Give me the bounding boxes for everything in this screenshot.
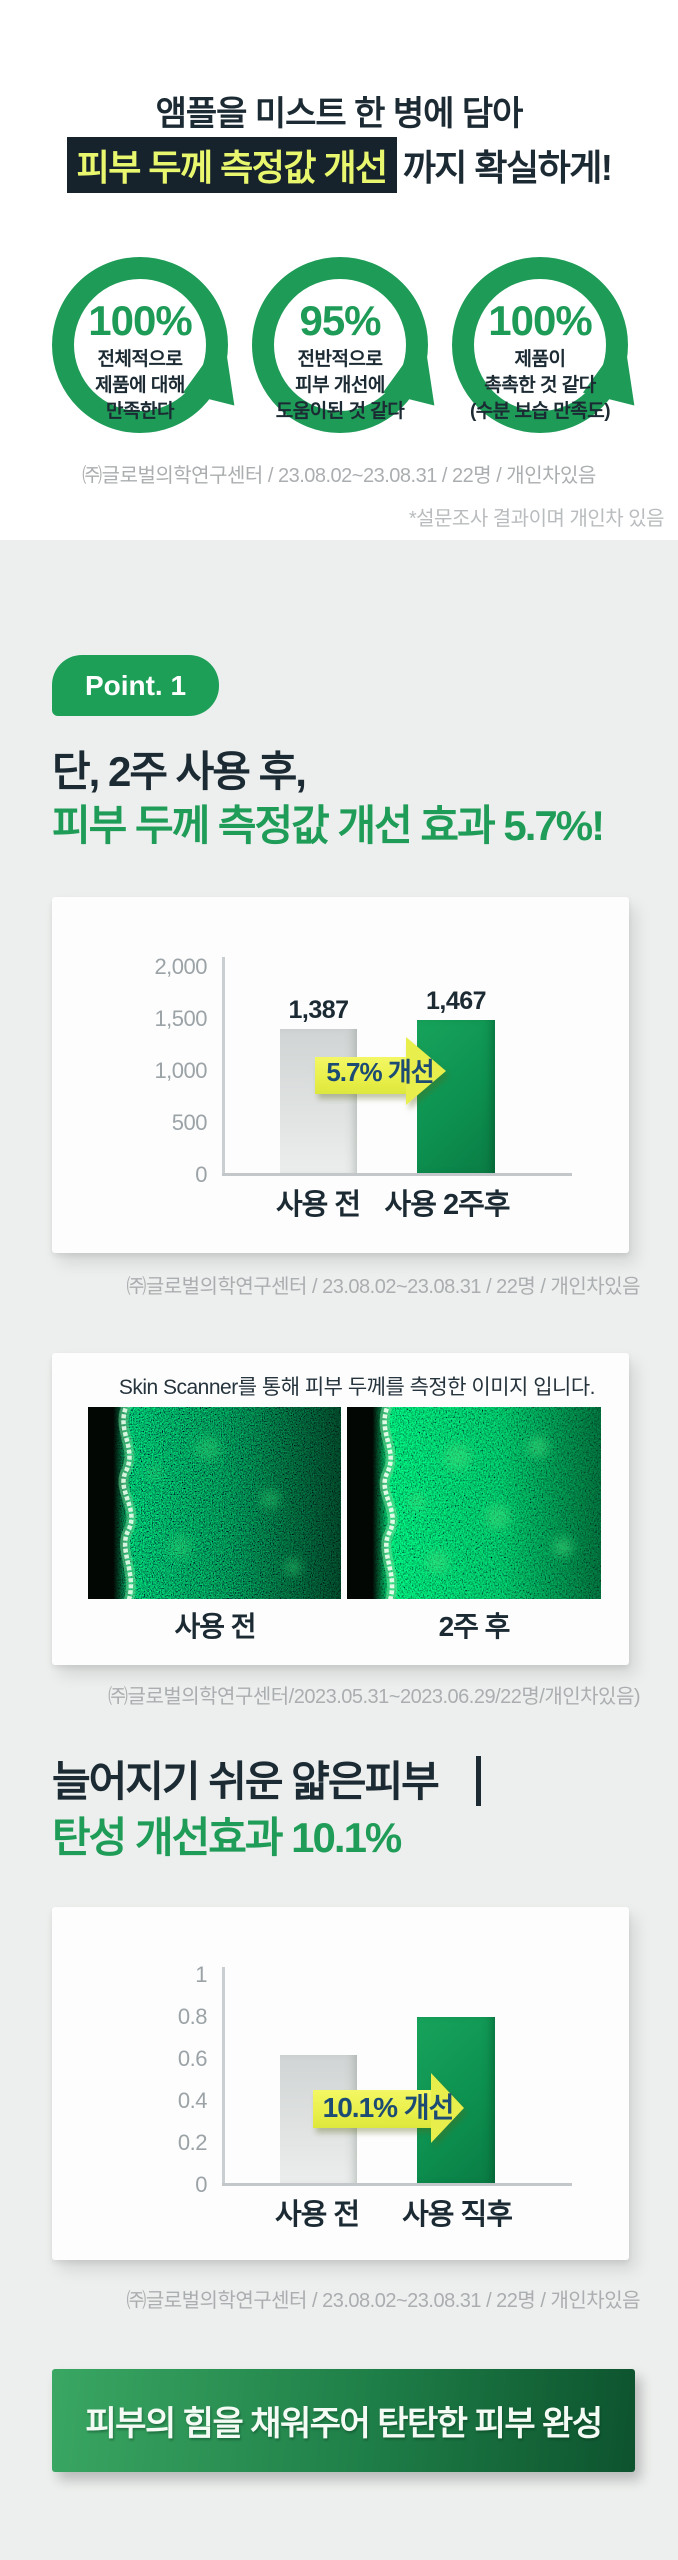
highlight-text: 피부 두께 측정값 개선: [76, 147, 389, 188]
elasticity-headline-dark: 늘어지기 쉬운 얇은피부: [52, 1758, 440, 1805]
badge-desc-line: 전체적으로: [97, 349, 183, 370]
scanner-source-caption: ㈜글로벌의학연구센터/2023.05.31~2023.06.29/22명/개인차…: [108, 1686, 640, 1708]
y-tick: 0.2: [177, 2130, 208, 2155]
y-tick: 2,000: [154, 954, 207, 979]
badge-desc-line: 제품이: [514, 349, 566, 370]
caret-line: [476, 1756, 481, 1806]
x-label-after: 사용 직후: [402, 2199, 513, 2231]
point1-headline-green: 피부 두께 측정값 개선 효과 5.7%!: [52, 802, 605, 849]
point1-badge: Point. 1: [52, 655, 219, 716]
badge-desc-line: 도움이된 것 같다: [275, 401, 405, 422]
bar-before: [280, 1029, 357, 1173]
improvement-label: 5.7% 개선: [326, 1056, 434, 1087]
x-label-before: 사용 전: [274, 2199, 360, 2231]
footer-banner: 피부의 힘을 채워주어 탄탄한 피부 완성: [52, 2369, 635, 2472]
arrow-head-icon: [431, 2073, 464, 2143]
scanner-note: Skin Scanner를 통해 피부 두께를 측정한 이미지 입니다.: [118, 1376, 596, 1399]
y-tick: 1: [195, 1962, 207, 1987]
arrow-body: [315, 1057, 406, 1094]
y-tick: 0.6: [177, 2046, 208, 2071]
badge-description: 제품이 촉촉한 것 같다 (수분 보습 만족도): [440, 347, 640, 425]
arrow-head-icon: [406, 1037, 446, 1105]
scan-before-label: 사용 전: [174, 1611, 256, 1642]
y-tick: 0: [195, 1162, 207, 1187]
improvement-arrow: 10.1% 개선: [313, 2073, 464, 2143]
elasticity-chart-card: 1 0.8 0.6 0.4 0.2 0 10.1% 개선 사용 전 사용 직후: [52, 1907, 629, 2260]
y-tick: 1,500: [154, 1006, 207, 1031]
y-tick: 0.8: [177, 2004, 208, 2029]
bar-value-label: 1,387: [288, 996, 349, 1024]
x-label-before: 사용 전: [275, 1189, 361, 1221]
badge-description: 전반적으로 피부 개선에 도움이된 것 같다: [240, 347, 440, 425]
badge-desc-line: 전반적으로: [297, 349, 383, 370]
hero-title-line2: 피부 두께 측정값 개선 까지 확실하게!: [0, 137, 678, 193]
badge-percent: 100%: [88, 297, 192, 344]
badge-description: 전체적으로 제품에 대해 만족한다: [40, 347, 240, 425]
thickness-bar-chart: 2,000 1,500 1,000 500 0 1,387 1,467 5.7%…: [52, 897, 629, 1253]
bar-value-label: 1,467: [425, 987, 487, 1015]
y-tick: 500: [171, 1110, 208, 1135]
survey-badge-3: 100% 제품이 촉촉한 것 같다 (수분 보습 만족도): [452, 257, 651, 433]
survey-badge-1: 100% 전체적으로 제품에 대해 만족한다: [52, 257, 251, 433]
highlight-box: 피부 두께 측정값 개선: [66, 137, 397, 193]
hero-title-line1: 앰플을 미스트 한 병에 담아: [155, 95, 524, 133]
chart2-source-caption: ㈜글로벌의학연구센터 / 23.08.02~23.08.31 / 22명 / 개…: [126, 2290, 640, 2312]
y-tick: 1,000: [154, 1058, 207, 1083]
hero-source-caption: ㈜글로벌의학연구센터 / 23.08.02~23.08.31 / 22명 / 개…: [82, 465, 596, 487]
x-axis-line: [222, 2183, 572, 2186]
badge-desc-line: (수분 보습 만족도): [469, 401, 611, 422]
skin-scan-before-image: [88, 1407, 341, 1599]
y-axis-line: [222, 957, 225, 1175]
y-tick: 0.4: [177, 2088, 208, 2113]
x-axis-line: [222, 1173, 572, 1176]
survey-badge-2: 95% 전반적으로 피부 개선에 도움이된 것 같다: [252, 257, 451, 433]
improvement-arrow: 5.7% 개선: [315, 1037, 446, 1105]
badge-percent: 100%: [488, 297, 592, 344]
x-label-after: 사용 2주후: [384, 1189, 511, 1221]
footer-banner-text: 피부의 힘을 채워주어 탄탄한 피부 완성: [85, 2405, 603, 2443]
scan-after-label: 2주 후: [438, 1611, 511, 1642]
badge-percent: 95%: [299, 297, 381, 344]
arrow-body: [313, 2090, 431, 2128]
badge-desc-line: 만족한다: [106, 401, 174, 422]
badge-desc-line: 피부 개선에: [295, 375, 385, 396]
y-axis-line: [222, 1967, 225, 2185]
point1-headline-dark: 단, 2주 사용 후,: [52, 748, 307, 795]
bar-group-before: 1,387: [280, 996, 357, 1173]
survey-disclaimer: *설문조사 결과이며 개인차 있음: [408, 508, 665, 530]
elasticity-bar-chart: 1 0.8 0.6 0.4 0.2 0 10.1% 개선 사용 전 사용 직후: [52, 1907, 629, 2260]
skin-scanner-card: Skin Scanner를 통해 피부 두께를 측정한 이미지 입니다.: [52, 1353, 629, 1665]
elasticity-headline-green: 탄성 개선효과 10.1%: [52, 1814, 402, 1861]
skin-scan-after-image: [347, 1407, 601, 1599]
badge-desc-line: 제품에 대해: [95, 375, 185, 396]
improvement-label: 10.1% 개선: [322, 2092, 455, 2123]
badge-desc-line: 촉촉한 것 같다: [484, 375, 596, 396]
chart1-source-caption: ㈜글로벌의학연구센터 / 23.08.02~23.08.31 / 22명 / 개…: [126, 1276, 640, 1298]
hero-title-tail: 까지 확실하게!: [402, 147, 613, 188]
thickness-chart-card: 2,000 1,500 1,000 500 0 1,387 1,467 5.7%…: [52, 897, 629, 1253]
y-tick: 0: [195, 2172, 207, 2197]
